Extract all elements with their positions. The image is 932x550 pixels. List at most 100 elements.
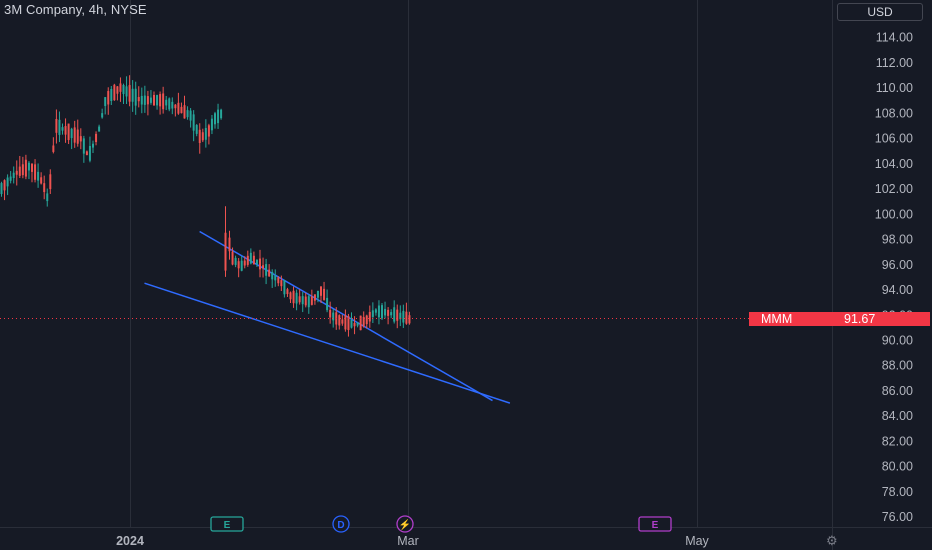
candle: [177, 92, 180, 115]
time-axis[interactable]: 2024 Mar May: [116, 534, 709, 548]
candle: [146, 90, 149, 116]
trendline[interactable]: [144, 282, 511, 404]
candle: [356, 322, 359, 328]
candle: [393, 300, 396, 324]
candle: [298, 289, 301, 305]
candle: [110, 86, 113, 105]
y-tick-label: 110.00: [876, 81, 913, 95]
y-tick-label: 90.00: [882, 334, 913, 348]
candle: [214, 111, 216, 129]
candle: [277, 276, 280, 287]
event-marker-dividend[interactable]: D: [332, 515, 350, 533]
candle: [341, 314, 344, 326]
candle: [131, 80, 134, 112]
candle: [104, 97, 107, 115]
candle: [198, 123, 201, 154]
candle: [134, 81, 137, 115]
candle: [402, 304, 405, 328]
candle: [292, 286, 295, 308]
candle: [9, 171, 12, 184]
candle: [34, 159, 37, 183]
candle: [280, 275, 283, 292]
candle: [3, 179, 6, 201]
y-tick-label: 106.00: [875, 132, 913, 146]
candle: [362, 311, 365, 328]
svg-text:E: E: [652, 520, 659, 531]
candle: [189, 108, 192, 128]
y-tick-label: 108.00: [875, 106, 913, 120]
candle: [320, 286, 322, 303]
y-tick-label: 82.00: [882, 434, 913, 448]
candle: [6, 174, 9, 196]
price-tag-value: 91.67: [844, 312, 876, 326]
candle: [399, 305, 402, 327]
y-tick-label: 114.00: [876, 31, 913, 45]
candle: [15, 160, 18, 186]
candle: [344, 309, 347, 332]
candle: [265, 258, 268, 285]
candle: [76, 119, 79, 147]
candle: [88, 136, 91, 163]
candle: [231, 247, 234, 266]
candle: [365, 314, 368, 329]
candle: [61, 123, 64, 135]
candle: [368, 305, 371, 328]
candle: [381, 303, 383, 321]
candle: [210, 115, 213, 135]
candle: [313, 294, 316, 305]
y-tick-label: 112.00: [876, 56, 913, 70]
candle: [390, 309, 393, 319]
candle: [12, 166, 15, 184]
candle: [243, 256, 246, 269]
event-marker-split[interactable]: ⚡: [396, 515, 414, 533]
candle: [128, 75, 131, 107]
candle: [204, 119, 207, 148]
candle: [246, 250, 249, 267]
candle: [374, 308, 377, 316]
candle: [27, 161, 30, 180]
price-axis[interactable]: 76.00 78.00 80.00 82.00 84.00 86.00 88.00 90.00…: [875, 31, 913, 525]
x-tick-label: Mar: [397, 534, 419, 548]
candle: [79, 128, 82, 150]
candle: [122, 83, 125, 104]
gear-icon[interactable]: ⚙: [826, 533, 838, 548]
candle: [307, 294, 310, 314]
candle: [153, 91, 155, 106]
candle: [116, 86, 119, 101]
candle: [252, 251, 255, 265]
candle: [326, 289, 329, 313]
x-tick-label: 2024: [116, 534, 144, 548]
candle: [217, 103, 220, 129]
currency-button[interactable]: USD: [837, 3, 923, 21]
candle: [156, 94, 159, 110]
y-tick-label: 94.00: [882, 283, 913, 297]
candle: [207, 123, 210, 145]
last-price-label: MMM 91.67: [749, 312, 930, 326]
candle: [180, 102, 183, 114]
candle: [49, 169, 52, 194]
candle: [174, 104, 177, 117]
candle: [143, 85, 146, 113]
candle: [183, 95, 186, 119]
y-tick-label: 102.00: [875, 182, 913, 196]
event-marker-earnings[interactable]: E: [210, 516, 244, 532]
svg-text:E: E: [224, 520, 231, 531]
candle: [234, 255, 237, 268]
candle: [255, 259, 258, 267]
candle: [140, 87, 143, 114]
candle: [171, 97, 174, 115]
candle: [107, 87, 110, 115]
candle: [304, 292, 307, 308]
event-marker-earnings[interactable]: E: [638, 516, 672, 532]
candle: [310, 289, 313, 306]
chart-title: 3M Company, 4h, NYSE: [4, 2, 147, 17]
candle: [186, 106, 189, 120]
candle: [301, 291, 304, 313]
candle: [268, 264, 271, 277]
y-tick-label: 104.00: [875, 157, 913, 171]
candle: [55, 109, 58, 144]
candle: [168, 97, 171, 112]
candle: [262, 257, 265, 278]
candle: [387, 307, 390, 325]
